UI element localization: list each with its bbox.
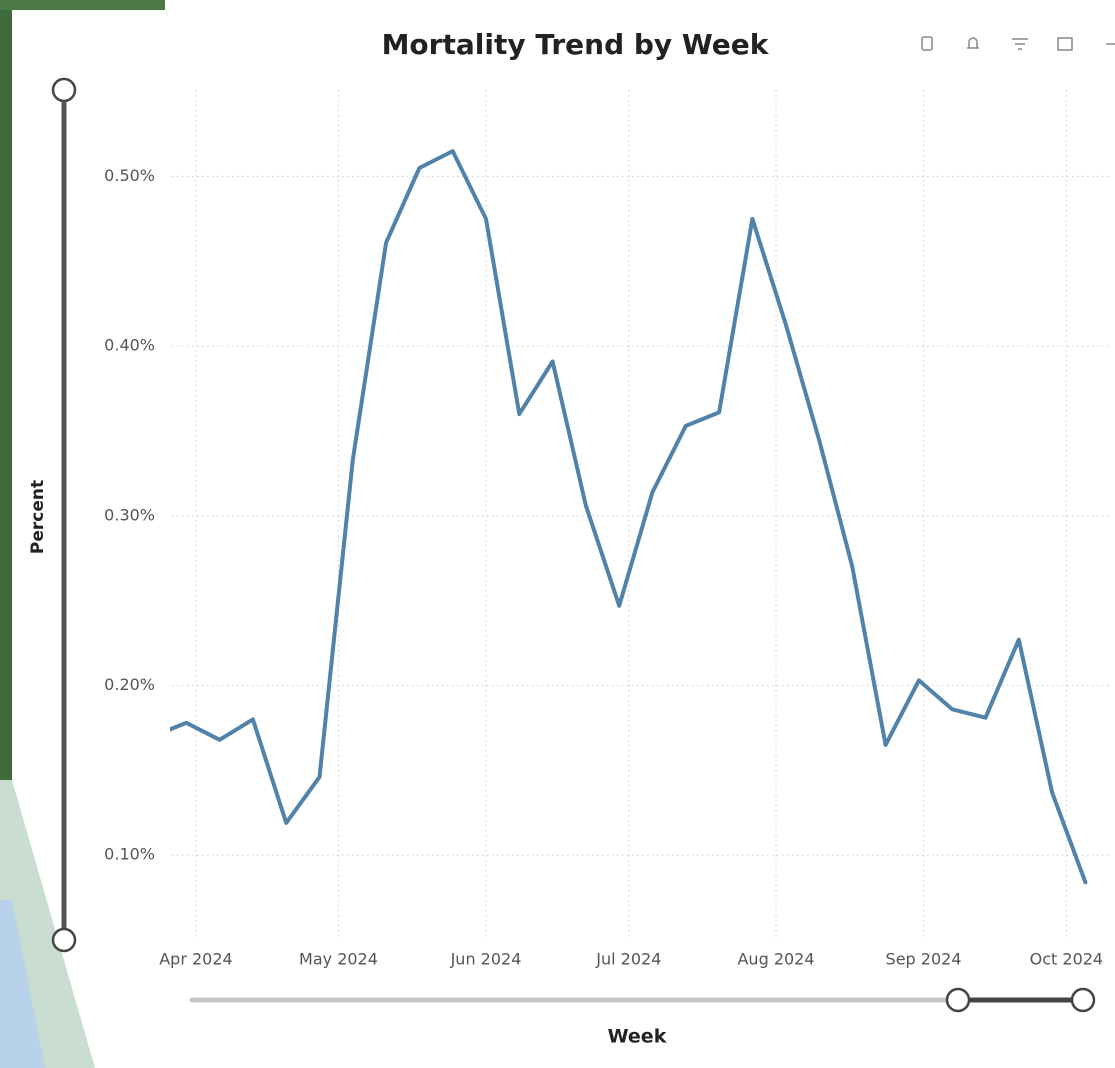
- filter-icon[interactable]: [1012, 38, 1028, 50]
- x-slider-handle[interactable]: [945, 987, 971, 1013]
- y-tick-label: 0.20%: [104, 675, 155, 694]
- alert-icon[interactable]: [967, 37, 979, 49]
- background-shape: [0, 900, 45, 1068]
- visual-header-icons: [921, 36, 1115, 51]
- x-tick-label: Jun 2024: [450, 950, 522, 969]
- plot-area: [170, 149, 1088, 885]
- x-tick-label: Sep 2024: [886, 950, 962, 969]
- x-tick-label: Aug 2024: [737, 950, 814, 969]
- y-tick-label: 0.10%: [104, 845, 155, 864]
- x-slider-handle[interactable]: [1070, 987, 1096, 1013]
- x-tick-label: Oct 2024: [1030, 950, 1103, 969]
- chart-title: Mortality Trend by Week: [382, 28, 770, 61]
- focus-icon[interactable]: [1057, 37, 1073, 51]
- y-tick-label: 0.30%: [104, 505, 155, 524]
- y-tick-label: 0.50%: [104, 166, 155, 185]
- pin-icon[interactable]: [921, 36, 933, 51]
- x-tick-label: Apr 2024: [159, 950, 232, 969]
- x-axis-title: Week: [608, 1026, 667, 1048]
- x-tick-label: Jul 2024: [595, 950, 661, 969]
- y-slider-handle[interactable]: [51, 927, 77, 953]
- y-slider-handle[interactable]: [51, 77, 77, 103]
- axis-labels: 0.10% 0.20% 0.30% 0.40% 0.50% Apr 2024 May 202…: [104, 166, 1103, 968]
- x-tick-label: May 2024: [299, 950, 378, 969]
- background-image-top: [0, 0, 165, 10]
- y-tick-label: 0.40%: [104, 336, 155, 355]
- y-slider: [51, 77, 77, 953]
- data-line: [170, 149, 1088, 885]
- y-axis-title: Percent: [28, 480, 48, 554]
- x-slider: [189, 987, 1096, 1013]
